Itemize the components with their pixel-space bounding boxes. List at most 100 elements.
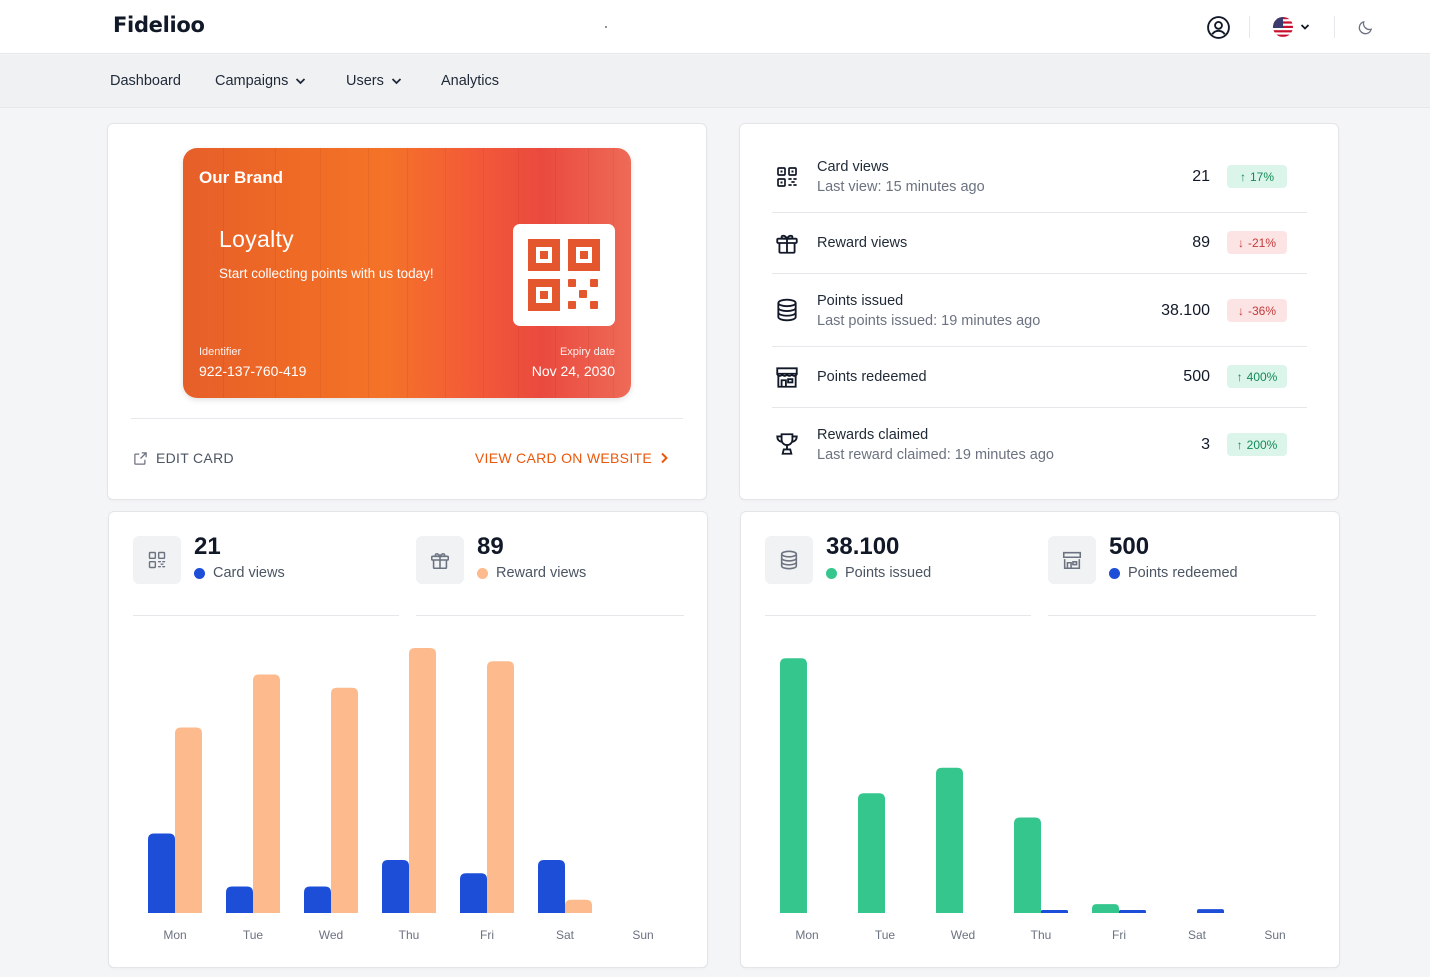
- stat-sub: Last view: 15 minutes ago: [817, 179, 985, 195]
- bar-reward-views-fri[interactable]: [487, 661, 514, 913]
- view-card-on-website-link[interactable]: VIEW CARD ON WEBSITE: [475, 450, 668, 466]
- trend-badge: ↓ -21%: [1227, 231, 1287, 254]
- bar-card-views-wed[interactable]: [304, 886, 331, 914]
- arrow-up-icon: ↑: [1236, 437, 1243, 452]
- bar-reward-views-mon[interactable]: [175, 727, 202, 914]
- stat-label: Reward views: [817, 235, 908, 251]
- bar-card-views-sat[interactable]: [538, 860, 565, 913]
- nav-dashboard-label: Dashboard: [110, 73, 181, 89]
- qr-code-icon: [133, 536, 181, 584]
- trend-value: 200%: [1246, 437, 1278, 452]
- trend-value: -36%: [1247, 303, 1276, 318]
- trend-badge: ↑ 400%: [1227, 365, 1287, 388]
- top-bar: Fidelioo: [0, 0, 1430, 54]
- nav-analytics[interactable]: Analytics: [441, 73, 499, 89]
- qr-code-icon: [513, 224, 615, 326]
- stat-value: 89: [1192, 234, 1210, 251]
- bar-points-issued-tue[interactable]: [858, 793, 885, 913]
- stat-row-points-issued: Points issued Last points issued: 19 min…: [772, 292, 1307, 352]
- bar-reward-views-sat[interactable]: [565, 899, 592, 913]
- stat-label: Rewards claimed: [817, 427, 929, 443]
- chevron-down-icon: [1300, 24, 1310, 30]
- nav-analytics-label: Analytics: [441, 73, 500, 89]
- bar-reward-views-tue[interactable]: [253, 674, 280, 914]
- kpi-value: 21: [194, 533, 221, 560]
- arrow-up-icon: ↑: [1236, 369, 1243, 384]
- loyalty-card-preview[interactable]: Our Brand Loyalty Start collecting point…: [183, 148, 631, 398]
- nav-campaigns[interactable]: Campaigns: [215, 73, 306, 89]
- divider: [772, 212, 1307, 213]
- user-account-icon[interactable]: [1205, 14, 1231, 40]
- divider: [772, 273, 1307, 274]
- kpi-label: Points issued: [845, 565, 932, 581]
- trophy-icon: [772, 429, 802, 459]
- legend-dot: [1109, 567, 1120, 579]
- stat-value: 3: [1201, 436, 1210, 453]
- card-expiry-date: Nov 24, 2030: [531, 363, 615, 379]
- x-tick-label: Tue: [875, 928, 896, 942]
- x-tick-label: Sun: [1264, 928, 1285, 942]
- card-identifier-label: Identifier: [199, 346, 242, 358]
- edit-card-label: EDIT CARD: [156, 450, 234, 466]
- nav-bar: Dashboard Campaigns Users Analytics: [0, 55, 1430, 108]
- bar-card-views-mon[interactable]: [148, 833, 175, 914]
- bar-card-views-thu[interactable]: [382, 860, 409, 913]
- stats-panel: Card views Last view: 15 minutes ago 21 …: [739, 123, 1339, 500]
- divider: [131, 418, 683, 419]
- card-expiry-label: Expiry date: [559, 346, 615, 358]
- stat-sub: Last points issued: 19 minutes ago: [817, 313, 1041, 329]
- stat-label: Points issued: [817, 293, 904, 309]
- bar-points-redeemed-sat[interactable]: [1197, 909, 1224, 913]
- x-tick-label: Wed: [319, 928, 343, 942]
- bar-points-issued-thu[interactable]: [1014, 817, 1041, 913]
- stat-value: 500: [1183, 368, 1210, 385]
- topbar-divider: [1249, 16, 1250, 38]
- bar-card-views-tue[interactable]: [226, 886, 253, 914]
- card-title: Loyalty: [219, 226, 294, 252]
- kpi-label: Reward views: [496, 565, 587, 581]
- divider: [772, 346, 1307, 347]
- trend-value: 400%: [1246, 369, 1278, 384]
- bar-points-issued-fri[interactable]: [1092, 904, 1119, 913]
- card-subtitle: Start collecting points with us today!: [219, 266, 434, 281]
- bar-points-issued-mon[interactable]: [780, 658, 807, 913]
- x-tick-label: Sat: [556, 928, 575, 942]
- kpi-legend: Points issued: [826, 565, 931, 581]
- bar-points-redeemed-thu[interactable]: [1041, 910, 1068, 913]
- stat-value: 38.100: [1161, 302, 1210, 319]
- x-tick-label: Mon: [795, 928, 818, 942]
- bar-card-views-fri[interactable]: [460, 873, 487, 913]
- divider: [772, 407, 1307, 408]
- views-bar-chart: Mon Tue Wed Thu Fri Sat Sun: [148, 648, 654, 942]
- x-tick-label: Fri: [480, 928, 494, 942]
- divider: [765, 615, 1031, 616]
- moon-icon[interactable]: [1354, 14, 1376, 40]
- nav-dashboard[interactable]: Dashboard: [110, 73, 181, 89]
- qr-code-icon: [772, 162, 802, 192]
- points-chart-panel: 38.100 Points issued 500 Points redeemed…: [740, 511, 1340, 968]
- arrow-up-icon: ↑: [1239, 169, 1246, 184]
- bar-points-issued-wed[interactable]: [936, 767, 963, 913]
- nav-users-label: Users: [346, 73, 384, 89]
- bar-points-redeemed-fri[interactable]: [1119, 910, 1146, 913]
- brand-logo[interactable]: Fidelioo: [113, 13, 205, 37]
- bar-reward-views-thu[interactable]: [409, 648, 436, 913]
- kpi-label: Points redeemed: [1128, 565, 1238, 581]
- x-tick-label: Wed: [951, 928, 975, 942]
- legend-dot: [477, 567, 488, 579]
- gift-icon: [416, 536, 464, 584]
- stat-row-points-redeemed: Points redeemed 500 ↑ 400%: [772, 362, 1307, 402]
- trend-value: -21%: [1247, 235, 1276, 250]
- decorative-dot: [605, 26, 607, 28]
- trend-value: 17%: [1249, 169, 1275, 184]
- stat-row-card-views: Card views Last view: 15 minutes ago 21 …: [772, 158, 1307, 218]
- kpi-legend: Points redeemed: [1109, 565, 1238, 581]
- edit-card-button[interactable]: EDIT CARD: [133, 450, 234, 466]
- bar-reward-views-wed[interactable]: [331, 687, 358, 913]
- nav-users[interactable]: Users: [346, 73, 402, 89]
- stat-value: 21: [1192, 168, 1210, 185]
- stat-sub: Last reward claimed: 19 minutes ago: [817, 447, 1054, 463]
- chevron-down-icon: [296, 78, 306, 85]
- language-selector[interactable]: [1268, 14, 1314, 40]
- store-icon: [772, 362, 802, 392]
